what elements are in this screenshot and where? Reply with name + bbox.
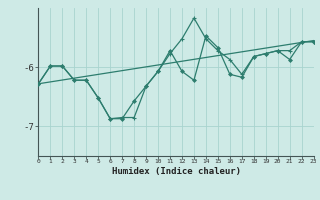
X-axis label: Humidex (Indice chaleur): Humidex (Indice chaleur) [111,167,241,176]
